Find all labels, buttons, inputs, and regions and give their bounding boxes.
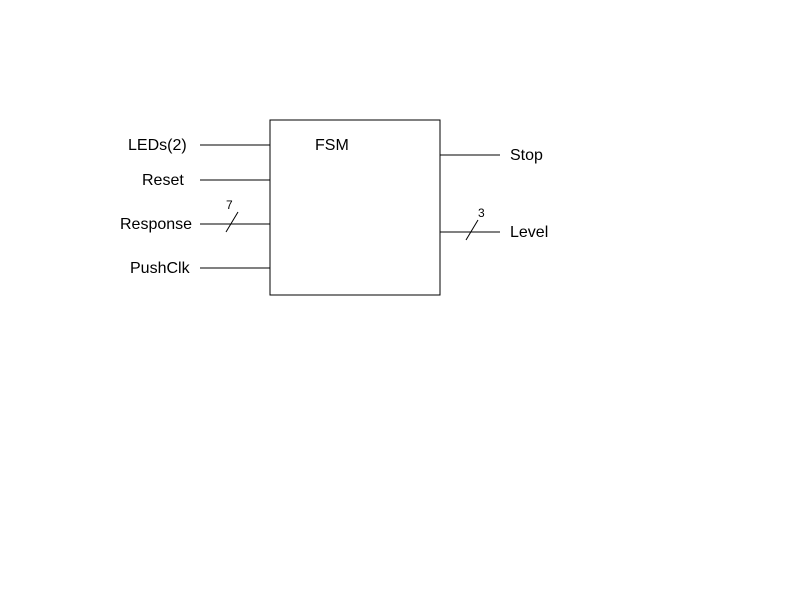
- bus-width-label: 3: [478, 206, 485, 220]
- fsm-block: [270, 120, 440, 295]
- bus-slash: [466, 220, 478, 240]
- input-label: Reset: [142, 172, 184, 189]
- bus-width-label: 7: [226, 198, 233, 212]
- input-label: PushClk: [130, 260, 191, 277]
- output-label: Level: [510, 224, 548, 241]
- output-label: Stop: [510, 147, 543, 164]
- bus-slash: [226, 212, 238, 232]
- block-title: FSM: [315, 137, 349, 154]
- input-label: Response: [120, 216, 192, 233]
- input-label: LEDs(2): [128, 137, 187, 154]
